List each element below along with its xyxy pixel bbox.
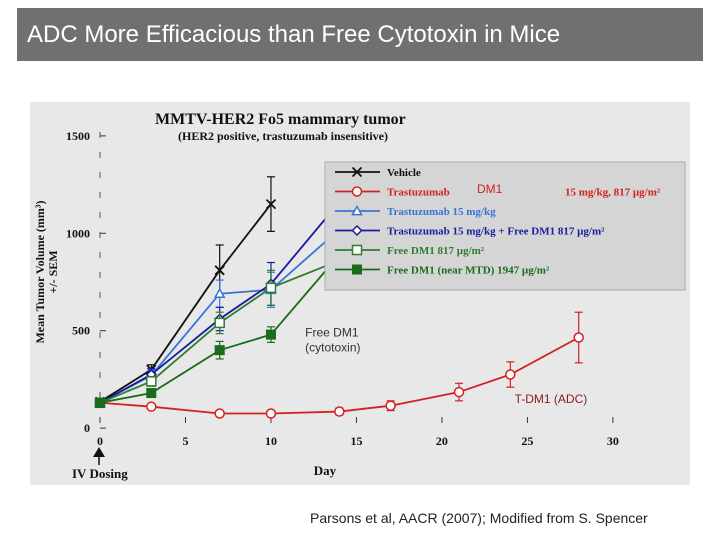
dosing-arrow-head [93,447,105,457]
data-point-0-2 [214,265,225,276]
x-tick-label-4: 20 [436,434,448,448]
legend-swatch-marker-3 [351,224,363,237]
legend-item-5: Free DM1 (near MTD) 1947 µg/m² [335,264,550,277]
free-dm1-annotation: Free DM1 [305,326,359,340]
x-axis-ticks: 0 5 10 15 20 25 30 [97,417,619,448]
chart-area: MMTV-HER2 Fo5 mammary tumor (HER2 positi… [30,102,690,485]
data-point-5-1 [146,388,157,399]
legend-label-5: Free DM1 (near MTD) 1947 µg/m² [387,265,550,277]
data-point-2-2 [213,287,226,299]
legend-dose-1: 15 mg/kg, 817 µg/m² [565,187,661,199]
x-tick-label-5: 25 [521,434,533,448]
series-layer [94,170,584,419]
x-tick-label-6: 30 [607,434,619,448]
slide-title: ADC More Efficacious than Free Cytotoxin… [17,8,703,61]
y-tick-label-1: 500 [72,324,90,338]
legend-item-2: Trastuzumab 15 mg/kg [335,204,496,218]
x-tick-label-1: 5 [182,434,188,448]
x-tick-label-0: 0 [97,434,103,448]
chart-background [30,102,690,485]
y-axis-label-sem: +/- SEM [46,250,60,293]
legend-label-4: Free DM1 817 µg/m² [387,245,485,257]
dosing-marker: IV Dosing [72,447,128,481]
tdm1-adc-annotation: T-DM1 (ADC) [515,392,588,406]
tumor-volume-chart: MMTV-HER2 Fo5 mammary tumor (HER2 positi… [30,102,690,485]
y-tick-label-2: 1000 [66,226,90,240]
y-axis-label: Mean Tumor Volume (mm³) [33,200,47,343]
data-point-1-3 [265,408,277,419]
legend-swatch-marker-2 [351,204,363,216]
data-point-1-2 [214,408,225,419]
series-line-0 [99,203,272,403]
data-point-1-4 [334,406,345,417]
legend-box [324,161,686,291]
data-point-1-6 [453,386,465,398]
chart-subtitle: (HER2 positive, trastuzumab insensitive) [178,129,388,143]
legend-label-0: Vehicle [387,167,421,179]
legend-swatch-marker-5 [352,264,362,275]
legend-item-1: Trastuzumab 15 mg/kg, 817 µg/m² [335,186,661,199]
x-tick-label-3: 15 [350,434,362,448]
legend-label-2: Trastuzumab 15 mg/kg [387,206,496,218]
data-point-1-7 [505,369,516,380]
data-point-5-0 [95,397,105,408]
legend-item-4: Free DM1 817 µg/m² [335,244,485,257]
legend-dm1-annotation: DM1 [477,182,503,196]
data-point-1-8 [573,332,584,343]
y-tick-label-3: 1500 [66,129,90,143]
data-point-0-3 [265,198,277,210]
free-dm1-annotation-cytotoxin: (cytotoxin) [305,341,360,355]
x-axis-label: Day [314,463,337,478]
dosing-label: IV Dosing [72,466,128,481]
legend-item-0: Vehicle [335,166,421,179]
legend-swatch-marker-1 [351,186,363,197]
legend-label-1: Trastuzumab [387,187,450,199]
data-point-4-2 [214,317,225,329]
data-point-5-3 [265,329,276,340]
data-point-5-2 [214,345,225,356]
legend-label-3: Trastuzumab 15 mg/kg + Free DM1 817 µg/m… [387,226,605,238]
x-tick-label-2: 10 [265,434,277,448]
data-point-4-1 [146,376,157,387]
y-tick-label-0: 0 [84,421,90,435]
citation: Parsons et al, AACR (2007); Modified fro… [310,510,648,526]
legend-swatch-marker-4 [351,244,363,256]
data-point-1-5 [385,400,396,411]
data-point-1-1 [146,401,157,412]
legend-item-3: Trastuzumab 15 mg/kg + Free DM1 817 µg/m… [335,224,605,238]
data-point-4-3 [265,282,277,294]
legend-swatch-marker-0 [351,166,363,178]
series-1 [94,311,584,419]
y-axis-ticks: 0 500 1000 1500 [66,129,106,435]
chart-title: MMTV-HER2 Fo5 mammary tumor [155,111,406,128]
